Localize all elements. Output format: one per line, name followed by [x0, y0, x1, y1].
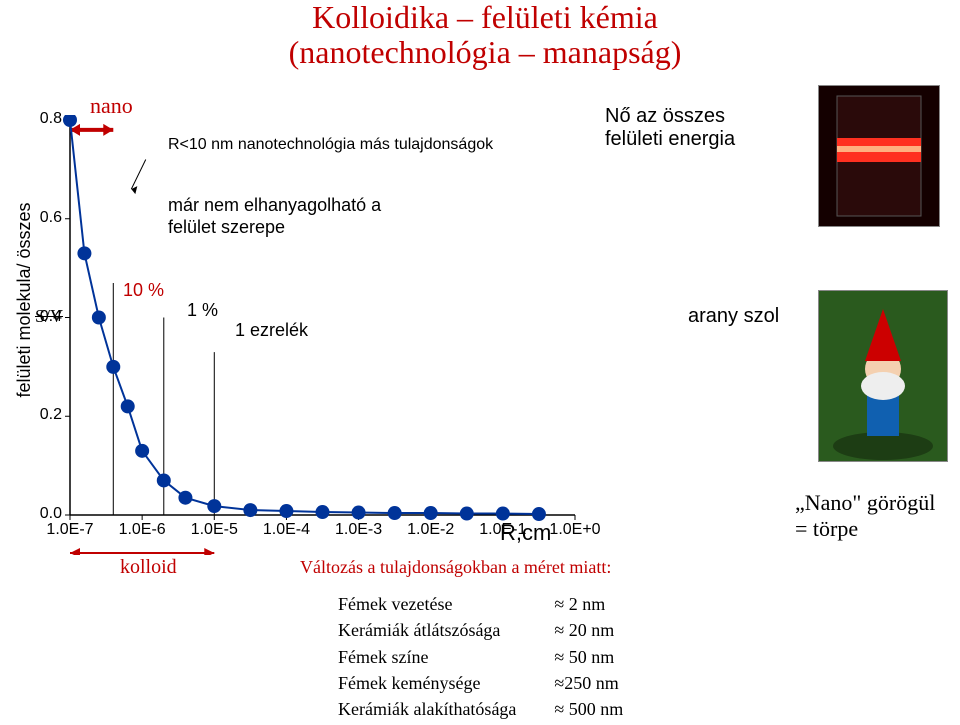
table-row: Kerámiák átlátszósága≈ 20 nm	[332, 618, 629, 642]
surface-energy-note: Nő az összes felületi energia	[605, 105, 735, 151]
main-title: Kolloidika – felületi kémia (nanotechnol…	[170, 0, 800, 70]
annot-10pct: 10 %	[123, 280, 164, 302]
y-tick: 0.6	[22, 209, 62, 227]
nano-greek-note: „Nano" görögül = törpe	[795, 490, 935, 542]
x-tick: 1.0E-7	[40, 521, 100, 539]
x-axis-label: R,cm	[500, 520, 551, 546]
x-tick: 1.0E-5	[184, 521, 244, 539]
x-tick: 1.0E-4	[256, 521, 316, 539]
gold-sol-image	[818, 85, 940, 227]
y-tick: 0.8	[22, 110, 62, 128]
size-dep-headline: Változás a tulajdonságokban a méret miat…	[300, 555, 611, 579]
kolloid-label: kolloid	[120, 555, 177, 579]
x-tick: 1.0E-3	[329, 521, 389, 539]
table-row: Fémek keménysége≈250 nm	[332, 671, 629, 695]
arany-szol-label: arany szol	[688, 305, 779, 328]
annot-main: már nem elhanyagolható a felület szerepe	[168, 195, 381, 238]
y-tick: 0.2	[22, 406, 62, 424]
x-tick: 1.0E-6	[112, 521, 172, 539]
size-table: Fémek vezetése≈ 2 nmKerámiák átlátszóság…	[330, 590, 631, 723]
chart-plot	[30, 115, 600, 555]
table-row: Fémek vezetése≈ 2 nm	[332, 592, 629, 616]
x-tick: 1.0E+0	[545, 521, 605, 539]
gnome-image	[818, 290, 948, 462]
sv-label: S/V	[35, 306, 63, 327]
annot-permille: 1 ezrelék	[235, 320, 308, 342]
table-row: Kerámiák alakíthatósága≈ 500 nm	[332, 697, 629, 721]
title-line2: (nanotechnológia – manapság)	[289, 34, 682, 70]
title-line1: Kolloidika – felületi kémia	[312, 0, 658, 35]
x-tick: 1.0E-2	[401, 521, 461, 539]
table-row: Fémek színe≈ 50 nm	[332, 645, 629, 669]
annot-1pct: 1 %	[187, 300, 218, 322]
